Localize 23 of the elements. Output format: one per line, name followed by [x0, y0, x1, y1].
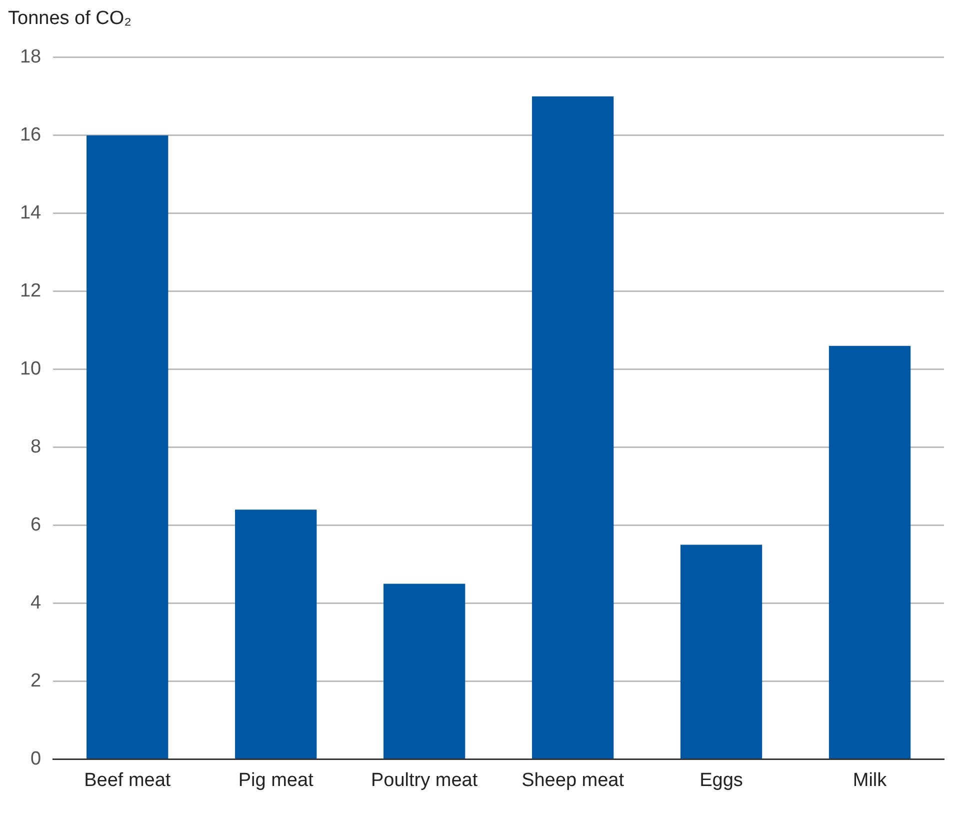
y-tick-label: 14	[20, 202, 42, 224]
y-tick-label: 18	[20, 46, 42, 68]
bar	[680, 544, 762, 758]
bar	[235, 510, 317, 758]
y-tick-label: 16	[20, 124, 42, 146]
x-tick-label: Pig meat	[238, 770, 314, 791]
x-tick-label: Poultry meat	[371, 770, 478, 791]
y-tick-label: 8	[30, 436, 42, 458]
y-tick-label: 10	[20, 358, 42, 380]
y-tick-label: 4	[30, 592, 42, 614]
y-tick-label: 6	[30, 514, 42, 536]
y-tick-label: 12	[20, 280, 42, 302]
x-tick-label: Milk	[852, 770, 888, 791]
bar	[383, 584, 466, 758]
x-tick-label: Eggs	[700, 770, 743, 791]
x-tick-label: Sheep meat	[522, 770, 625, 791]
bar	[86, 135, 168, 758]
y-tick-label: 0	[30, 748, 42, 770]
bar	[828, 346, 911, 758]
y-axis-title: Tonnes of CO₂	[8, 8, 133, 31]
x-tick-label: Beef meat	[84, 770, 172, 791]
bar	[532, 96, 614, 758]
y-tick-label: 2	[30, 670, 42, 692]
